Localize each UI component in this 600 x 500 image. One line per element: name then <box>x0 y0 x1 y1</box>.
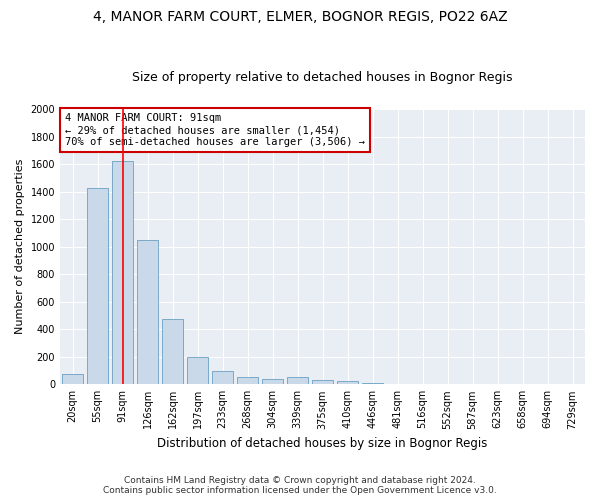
Text: Contains HM Land Registry data © Crown copyright and database right 2024.
Contai: Contains HM Land Registry data © Crown c… <box>103 476 497 495</box>
Bar <box>262 380 283 384</box>
Text: 4, MANOR FARM COURT, ELMER, BOGNOR REGIS, PO22 6AZ: 4, MANOR FARM COURT, ELMER, BOGNOR REGIS… <box>92 10 508 24</box>
Bar <box>287 376 308 384</box>
Bar <box>362 383 383 384</box>
X-axis label: Distribution of detached houses by size in Bognor Regis: Distribution of detached houses by size … <box>157 437 488 450</box>
Bar <box>62 374 83 384</box>
Bar <box>212 370 233 384</box>
Bar <box>337 381 358 384</box>
Y-axis label: Number of detached properties: Number of detached properties <box>15 159 25 334</box>
Text: 4 MANOR FARM COURT: 91sqm
← 29% of detached houses are smaller (1,454)
70% of se: 4 MANOR FARM COURT: 91sqm ← 29% of detac… <box>65 114 365 146</box>
Bar <box>312 380 333 384</box>
Title: Size of property relative to detached houses in Bognor Regis: Size of property relative to detached ho… <box>132 72 513 85</box>
Bar <box>112 161 133 384</box>
Bar <box>237 378 258 384</box>
Bar <box>187 357 208 384</box>
Bar <box>137 240 158 384</box>
Bar <box>162 319 183 384</box>
Bar <box>87 188 108 384</box>
